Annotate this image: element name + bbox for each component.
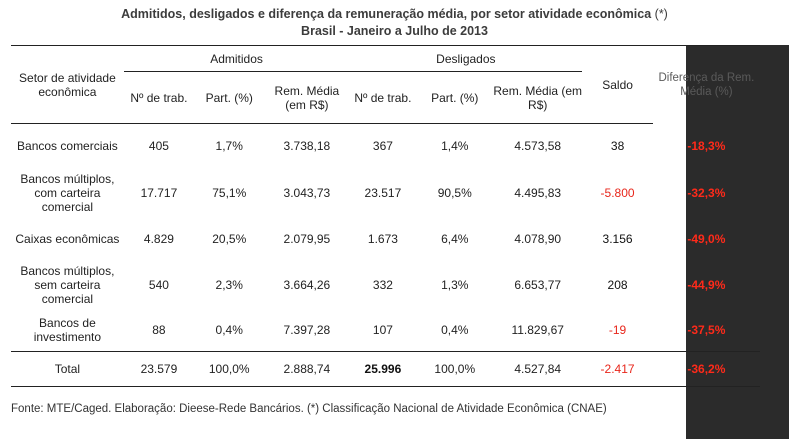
cell-adm-rem: 2.079,95: [283, 231, 331, 246]
cell-des-n: 107: [372, 323, 393, 338]
cell-diff: -37,5%: [687, 323, 726, 338]
table-row: Bancos múltiplos, sem carteira comercial…: [11, 260, 760, 310]
cell-adm-part: 20,5%: [212, 231, 247, 246]
cell-saldo: 208: [607, 277, 628, 292]
table-title: Admitidos, desligados e diferença da rem…: [0, 6, 789, 40]
cell-diff: -32,3%: [687, 186, 726, 200]
cell-des-n: 1.673: [367, 231, 398, 246]
cell-des-n: 23.517: [364, 186, 402, 200]
cell-adm-n: 540: [148, 277, 169, 292]
header-sector: Setor de atividade econômica: [11, 45, 124, 124]
total-row: Total 23.579 100,0% 2.888,74 25.996 100,…: [11, 351, 760, 387]
total-sector: Total: [54, 362, 81, 376]
cell-des-rem: 4.495,83: [514, 186, 562, 200]
total-diff: -36,2%: [687, 362, 726, 376]
cell-sector: Bancos múltiplos, com carteira comercial: [20, 172, 115, 214]
cell-adm-part: 2,3%: [215, 277, 243, 292]
cell-saldo: 38: [610, 139, 625, 154]
header-adm-rem: Rem. Média (em R$): [264, 71, 350, 124]
cell-saldo: -5.800: [600, 186, 635, 200]
cell-sector: Bancos comerciais: [17, 139, 118, 154]
cell-adm-rem: 3.664,26: [283, 277, 331, 292]
cell-des-n: 367: [372, 139, 393, 154]
cell-saldo: 3.156: [602, 231, 633, 246]
cell-adm-part: 1,7%: [215, 139, 243, 154]
cell-adm-rem: 7.397,28: [283, 323, 331, 338]
cell-saldo: -19: [608, 323, 627, 338]
cell-adm-n: 17.717: [140, 186, 178, 200]
cell-des-part: 0,4%: [441, 323, 469, 338]
data-table: Setor de atividade econômica Admitidos D…: [11, 45, 760, 387]
cell-diff: -44,9%: [687, 277, 726, 292]
cell-des-rem: 4.078,90: [514, 231, 562, 246]
total-des-rem: 4.527,84: [514, 362, 562, 376]
header-des-rem: Rem. Média (em R$): [493, 71, 583, 124]
header-admitidos: Admitidos: [123, 45, 350, 72]
cell-des-part: 1,3%: [441, 277, 469, 292]
cell-adm-n: 88: [152, 323, 166, 338]
cell-des-n: 332: [372, 277, 393, 292]
cell-adm-n: 405: [148, 139, 169, 154]
total-des-part: 100,0%: [434, 362, 476, 376]
cell-diff: -49,0%: [687, 231, 726, 246]
cell-adm-n: 4.829: [143, 231, 174, 246]
source-note: Fonte: MTE/Caged. Elaboração: Dieese-Red…: [11, 403, 607, 415]
cell-sector: Bancos de investimento: [33, 316, 102, 345]
table-row: Bancos comerciais 405 1,7% 3.738,18 367 …: [11, 124, 760, 169]
total-adm-part: 100,0%: [208, 362, 250, 376]
table-row: Bancos múltiplos, com carteira comercial…: [11, 169, 760, 218]
header-diferenca: Diferença da Rem. Média (%): [658, 71, 755, 98]
cell-des-part: 6,4%: [441, 231, 469, 246]
table-row: Caixas econômicas 4.829 20,5% 2.079,95 1…: [11, 218, 760, 260]
cell-adm-part: 0,4%: [215, 323, 243, 338]
header-adm-part: Part. (%): [194, 71, 265, 124]
cell-adm-part: 75,1%: [212, 186, 247, 200]
cell-sector: Caixas econômicas: [15, 231, 120, 246]
cell-sector: Bancos múltiplos, sem carteira comercial: [20, 263, 115, 306]
cell-des-rem: 4.573,58: [514, 139, 562, 154]
total-adm-rem: 2.888,74: [283, 362, 331, 376]
total-des-n: 25.996: [364, 362, 402, 376]
cell-adm-rem: 3.043,73: [283, 186, 331, 200]
cell-des-rem: 6.653,77: [514, 277, 562, 292]
total-adm-n: 23.579: [140, 362, 178, 376]
header-des-part: Part. (%): [416, 71, 494, 124]
cell-adm-rem: 3.738,18: [283, 139, 331, 154]
title-line2: Brasil - Janeiro a Julho de 2013: [301, 24, 488, 38]
table-row: Bancos de investimento 88 0,4% 7.397,28 …: [11, 310, 760, 352]
cell-diff: -18,3%: [687, 139, 726, 153]
title-line1: Admitidos, desligados e diferença da rem…: [121, 7, 652, 21]
cell-des-part: 1,4%: [441, 139, 469, 154]
header-saldo: Saldo: [582, 45, 653, 124]
header-des-n: Nº de trab.: [349, 71, 417, 124]
dark-side-panel: [686, 45, 789, 439]
cell-des-part: 90,5%: [437, 186, 472, 200]
total-saldo: -2.417: [600, 362, 635, 376]
header-adm-n: Nº de trab.: [123, 71, 195, 124]
cell-des-rem: 11.829,67: [511, 323, 564, 338]
header-desligados: Desligados: [349, 45, 583, 72]
title-marker: (*): [654, 7, 668, 21]
